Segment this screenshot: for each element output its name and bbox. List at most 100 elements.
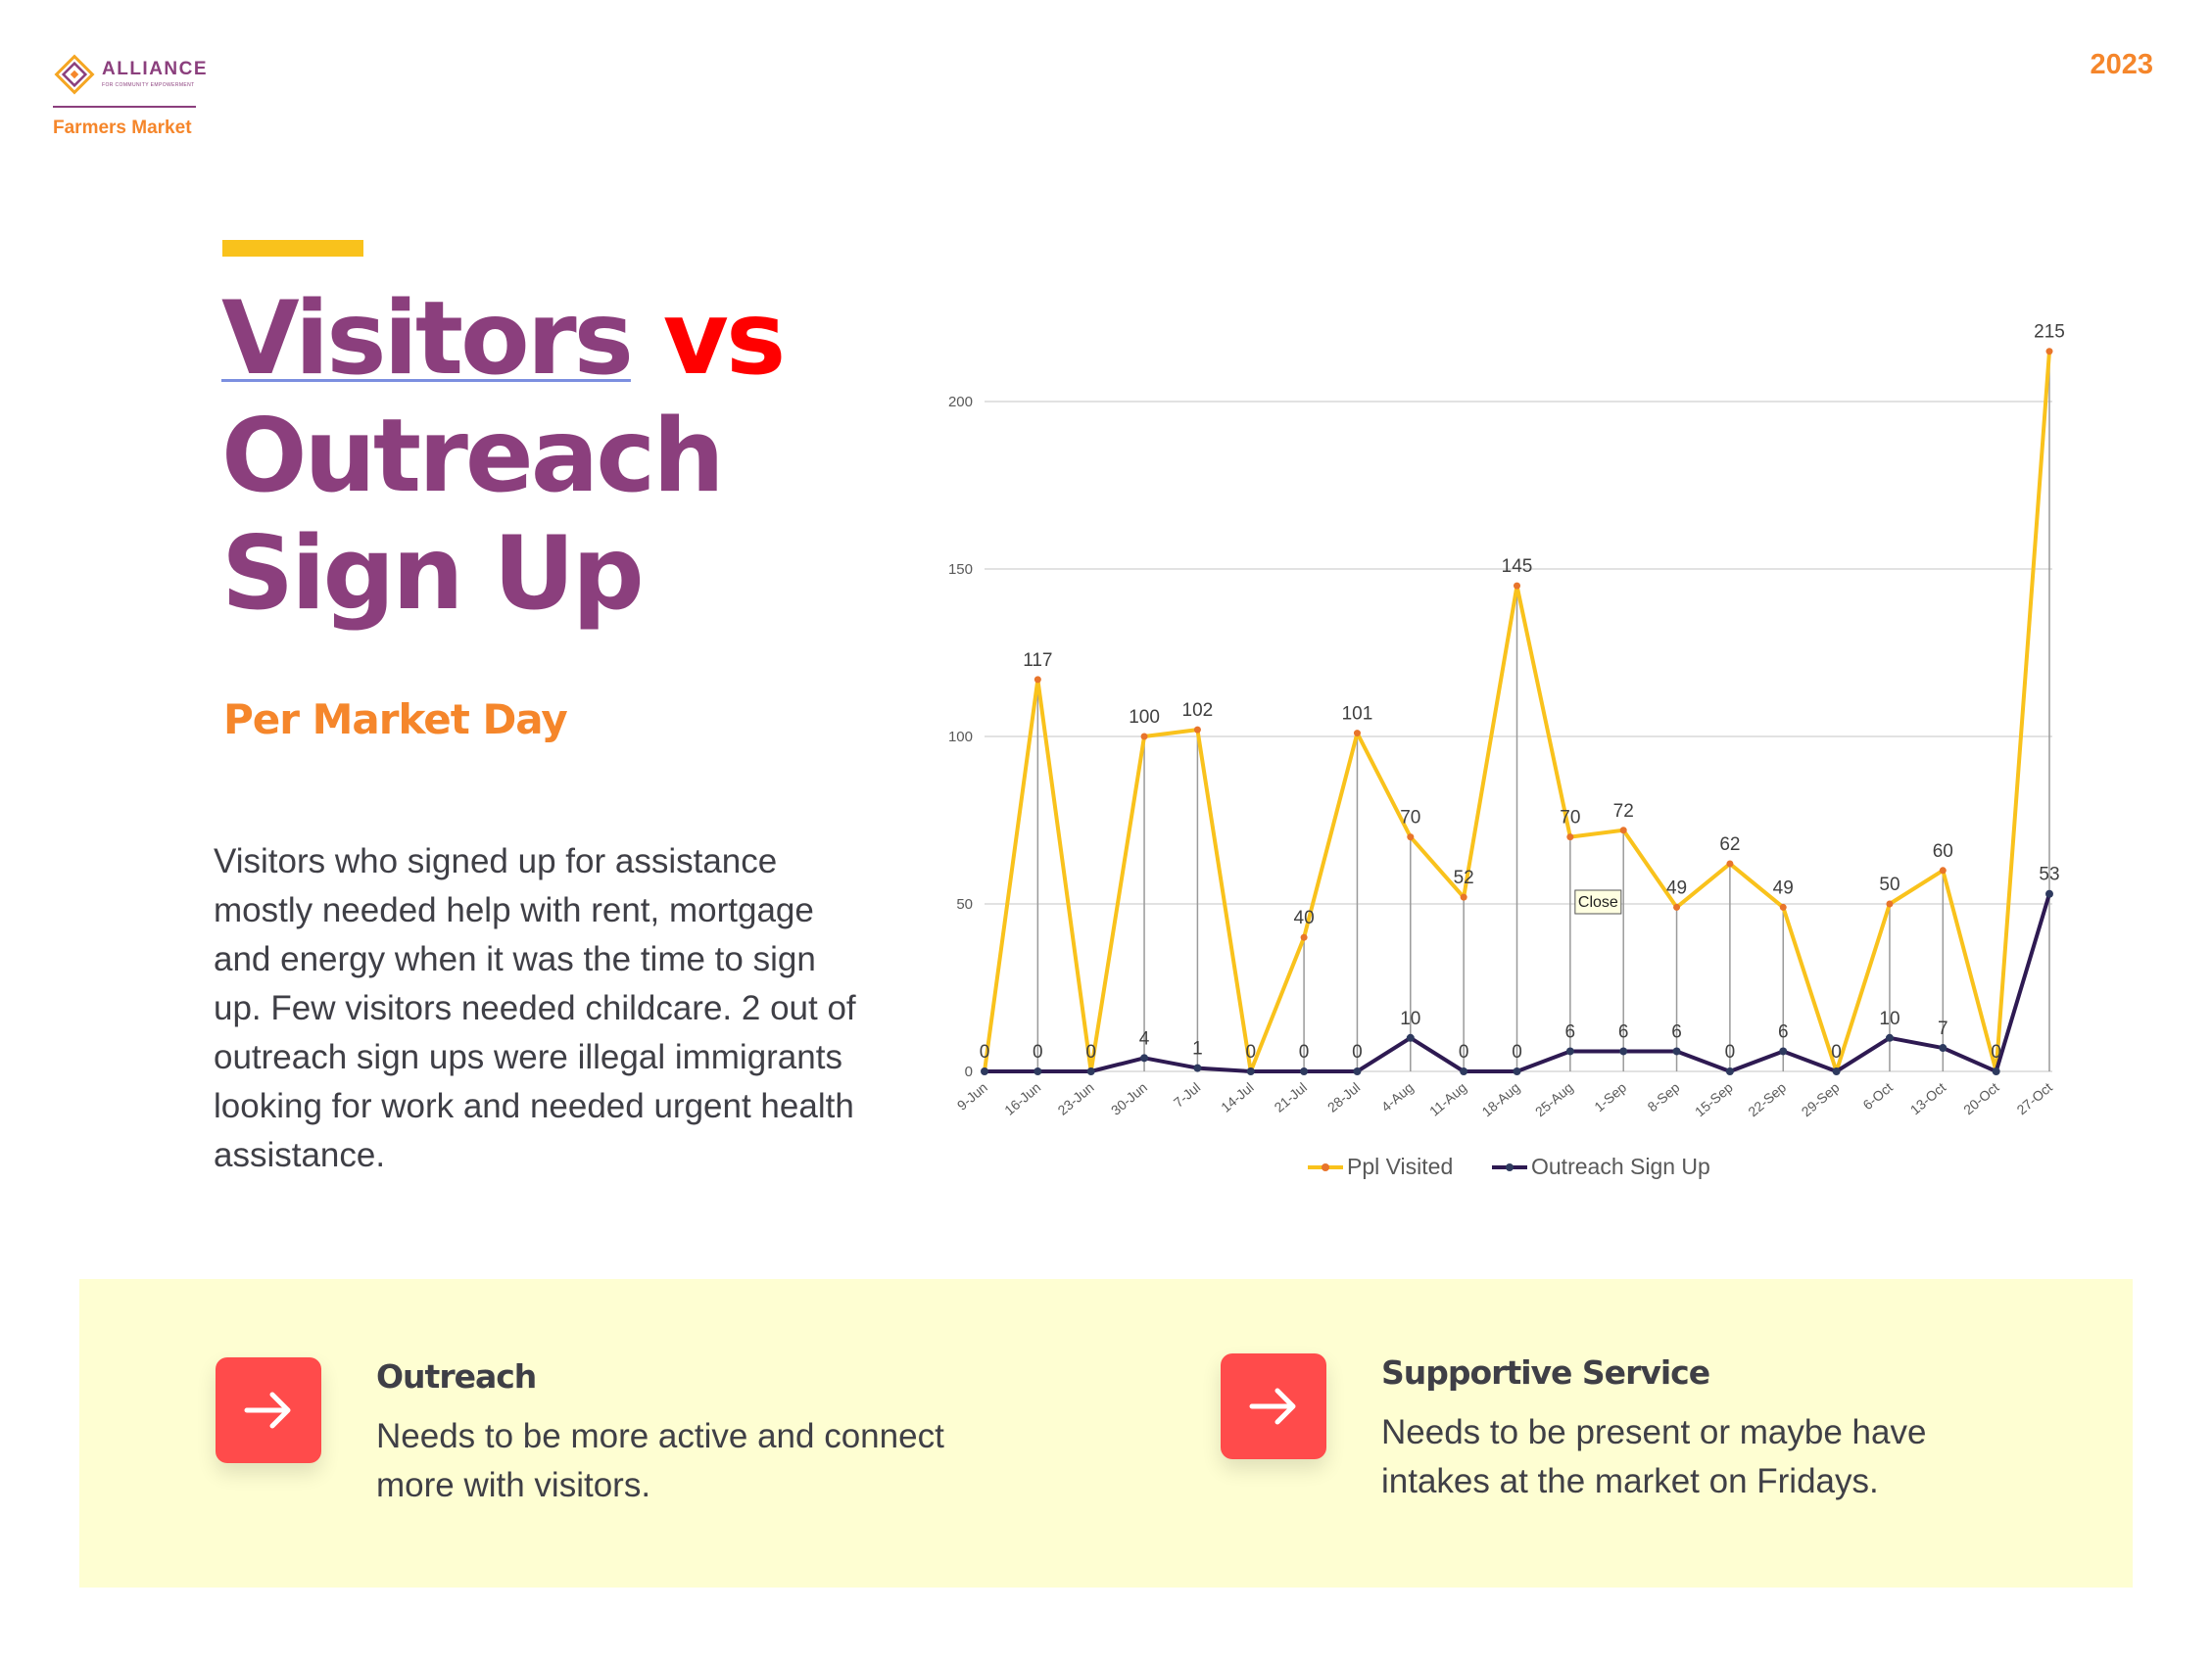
title-outreach: Outreach xyxy=(221,398,725,515)
outreach-data-label: 0 xyxy=(1299,1042,1310,1063)
outreach-data-label: 0 xyxy=(1725,1042,1736,1063)
y-tick-label: 150 xyxy=(948,561,973,578)
ppl-visited-data-label: 50 xyxy=(1879,875,1899,895)
x-tick-label: 4-Aug xyxy=(1378,1079,1417,1114)
x-tick-label: 16-Jun xyxy=(1001,1079,1043,1118)
ppl-visited-data-label: 62 xyxy=(1719,834,1740,855)
outreach-data-label: 6 xyxy=(1618,1021,1629,1042)
page-subtitle: Per Market Day xyxy=(223,695,568,743)
supportive-service-card-text: Needs to be present or maybe have intake… xyxy=(1381,1413,1927,1500)
x-tick-label: 8-Sep xyxy=(1645,1079,1683,1114)
outreach-point xyxy=(2045,889,2053,898)
supportive-service-arrow-button[interactable] xyxy=(1221,1353,1326,1459)
y-tick-label: 100 xyxy=(948,729,973,745)
logo-divider xyxy=(53,106,196,108)
outreach-point xyxy=(1140,1054,1149,1063)
outreach-card-text: Needs to be more active and connect more… xyxy=(376,1417,944,1504)
x-tick-label: 6-Oct xyxy=(1859,1079,1896,1113)
outreach-point xyxy=(1832,1067,1841,1075)
outreach-point xyxy=(1885,1033,1894,1042)
x-tick-label: 7-Jul xyxy=(1171,1079,1204,1111)
arrow-right-icon xyxy=(1249,1388,1296,1425)
ppl-visited-point xyxy=(1193,726,1201,734)
supportive-service-card-title: Supportive Service xyxy=(1381,1353,1710,1392)
ppl-visited-point xyxy=(1460,893,1467,901)
outreach-data-label: 0 xyxy=(1245,1042,1256,1063)
legend-label: Outreach Sign Up xyxy=(1531,1154,1710,1179)
legend-marker xyxy=(1322,1163,1329,1171)
tooltip-text: Close xyxy=(1578,894,1618,911)
x-tick-label: 30-Jun xyxy=(1108,1079,1150,1118)
outreach-point xyxy=(1246,1067,1255,1075)
alliance-logo: ALLIANCE FOR COMMUNITY EMPOWERMENT Farme… xyxy=(51,49,208,143)
legend-marker xyxy=(1506,1163,1514,1171)
logo-name: ALLIANCE xyxy=(102,59,209,79)
outreach-data-label: 0 xyxy=(1991,1042,2001,1063)
diamond-logo-icon xyxy=(54,54,95,95)
ppl-visited-data-label: 215 xyxy=(2034,322,2065,343)
ppl-visited-point xyxy=(1034,676,1041,684)
x-tick-label: 27-Oct xyxy=(2013,1079,2055,1117)
logo-subtitle: Farmers Market xyxy=(53,118,192,138)
ppl-visited-point xyxy=(1673,903,1681,911)
page-title: Visitors vs Outreach Sign Up xyxy=(221,280,786,633)
ppl-visited-data-label: 70 xyxy=(1400,808,1420,829)
ppl-visited-point xyxy=(1619,827,1627,834)
body-paragraph: Visitors who signed up for assistance mo… xyxy=(214,842,856,1174)
outreach-point xyxy=(1565,1047,1574,1056)
x-tick-label: 22-Sep xyxy=(1745,1079,1789,1119)
tooltip-box xyxy=(1574,889,1622,915)
ppl-visited-point xyxy=(1939,867,1947,875)
recommendations-panel: Outreach Needs to be more active and con… xyxy=(79,1279,2133,1588)
outreach-data-label: 7 xyxy=(1938,1019,1948,1039)
outreach-data-label: 0 xyxy=(1352,1042,1363,1063)
title-sign-up: Sign Up xyxy=(221,515,645,633)
ppl-visited-data-label: 49 xyxy=(1773,877,1794,898)
y-tick-label: 50 xyxy=(956,896,973,913)
outreach-data-label: 0 xyxy=(1512,1042,1522,1063)
outreach-data-label: 0 xyxy=(980,1042,990,1063)
outreach-point xyxy=(1513,1067,1521,1075)
ppl-visited-data-label: 49 xyxy=(1666,877,1687,898)
outreach-data-label: 6 xyxy=(1565,1021,1576,1042)
x-tick-label: 23-Jun xyxy=(1055,1079,1097,1118)
outreach-data-label: 4 xyxy=(1139,1028,1150,1049)
outreach-data-label: 1 xyxy=(1192,1039,1203,1060)
ppl-visited-point xyxy=(1779,903,1787,911)
outreach-data-label: 0 xyxy=(1831,1042,1842,1063)
outreach-point xyxy=(1460,1067,1468,1075)
outreach-point xyxy=(1672,1047,1681,1056)
ppl-visited-data-label: 40 xyxy=(1294,908,1315,928)
ppl-visited-point xyxy=(1886,900,1894,908)
x-tick-label: 9-Jun xyxy=(954,1079,990,1114)
ppl-visited-point xyxy=(1300,933,1308,941)
ppl-visited-data-label: 72 xyxy=(1613,801,1634,822)
year-label: 2023 xyxy=(2090,49,2153,80)
ppl-visited-data-label: 52 xyxy=(1454,868,1474,888)
outreach-data-label: 10 xyxy=(1400,1009,1420,1029)
outreach-point xyxy=(1353,1067,1362,1075)
ppl-visited-data-label: 117 xyxy=(1023,650,1052,671)
outreach-point xyxy=(1779,1047,1788,1056)
ppl-visited-data-label: 101 xyxy=(1342,704,1373,725)
ppl-visited-point xyxy=(1514,582,1520,590)
ppl-visited-point xyxy=(1353,730,1361,737)
ppl-visited-data-label: 102 xyxy=(1182,700,1214,721)
outreach-data-label: 6 xyxy=(1778,1021,1789,1042)
x-tick-label: 21-Jul xyxy=(1272,1079,1311,1115)
ppl-visited-point xyxy=(1140,733,1148,740)
outreach-point xyxy=(1725,1067,1734,1075)
outreach-data-label: 10 xyxy=(1879,1009,1899,1029)
line-chart: 0 50 100 150 200 9-Jun 16-Jun 23-Jun 30-Jun 7-Jul… xyxy=(921,304,2077,1205)
x-tick-label: 13-Oct xyxy=(1907,1079,1949,1117)
logo-tagline: FOR COMMUNITY EMPOWERMENT xyxy=(102,82,195,88)
ppl-visited-point xyxy=(1407,833,1415,841)
ppl-visited-point xyxy=(1566,833,1574,841)
outreach-data-label: 0 xyxy=(1085,1042,1096,1063)
arrow-right-icon xyxy=(244,1392,291,1429)
outreach-point xyxy=(1992,1067,2000,1075)
outreach-arrow-button[interactable] xyxy=(216,1357,321,1463)
title-accent-bar xyxy=(222,240,363,257)
x-tick-label: 28-Jul xyxy=(1324,1079,1364,1115)
title-visitors: Visitors xyxy=(221,280,634,398)
